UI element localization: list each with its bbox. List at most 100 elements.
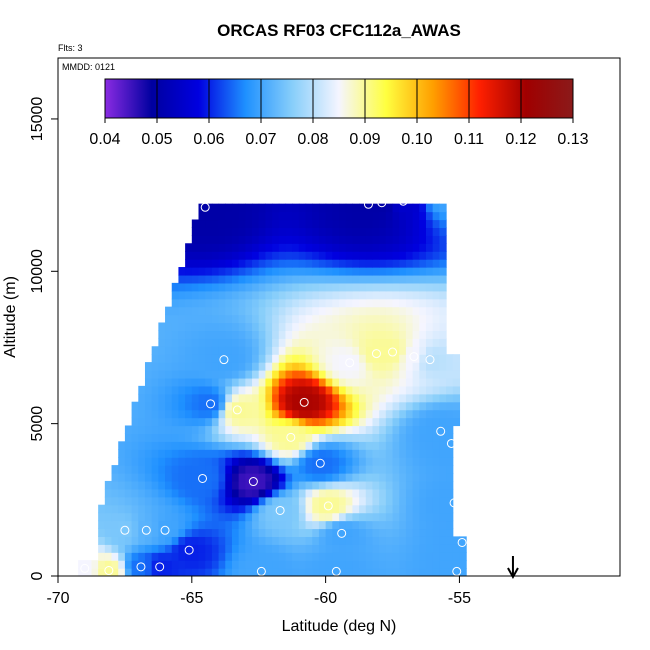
heatmap-cell xyxy=(412,504,420,514)
heatmap-cell xyxy=(278,536,287,545)
heatmap-cell xyxy=(446,425,454,434)
heatmap-cell xyxy=(419,409,427,419)
heatmap-cell xyxy=(218,219,226,229)
heatmap-cell xyxy=(144,385,153,395)
heatmap-cell xyxy=(379,370,387,379)
heatmap-cell xyxy=(131,536,139,545)
heatmap-cell xyxy=(178,393,186,403)
heatmap-cell xyxy=(425,512,434,522)
heatmap-cell xyxy=(225,401,233,411)
heatmap-cell xyxy=(372,306,380,316)
heatmap-cell xyxy=(265,274,273,284)
heatmap-cell xyxy=(332,560,340,569)
heatmap-cell xyxy=(392,520,400,530)
heatmap-cell xyxy=(171,465,180,474)
heatmap-cell xyxy=(238,314,246,324)
heatmap-cell xyxy=(211,552,220,561)
heatmap-cell xyxy=(138,520,146,530)
heatmap-cell xyxy=(325,385,333,395)
heatmap-cell xyxy=(318,282,327,292)
heatmap-cell xyxy=(325,346,333,355)
heatmap-cell xyxy=(218,211,226,221)
heatmap-cell xyxy=(446,370,454,379)
heatmap-cell xyxy=(265,377,273,387)
heatmap-cell xyxy=(104,552,113,561)
heatmap-cell xyxy=(359,282,367,292)
heatmap-cell xyxy=(318,488,327,498)
heatmap-cell xyxy=(111,488,119,498)
heatmap-cell xyxy=(379,441,387,450)
heatmap-cell xyxy=(225,560,233,569)
heatmap-cell xyxy=(205,504,213,514)
sample-point xyxy=(200,202,210,212)
heatmap-cell xyxy=(312,520,320,530)
heatmap-cell xyxy=(365,290,374,300)
heatmap-cell xyxy=(405,520,414,530)
heatmap-cell xyxy=(292,385,300,395)
heatmap-cell xyxy=(292,520,300,530)
heatmap-cell xyxy=(339,512,347,522)
heatmap-cell xyxy=(452,377,461,387)
heatmap-cell xyxy=(365,322,374,332)
heatmap-cell xyxy=(359,203,367,213)
heatmap-cell xyxy=(185,504,193,514)
heatmap-cell xyxy=(238,203,246,213)
heatmap-cell xyxy=(446,457,454,466)
heatmap-cell xyxy=(218,393,226,403)
heatmap-cell xyxy=(272,354,280,363)
heatmap-cell xyxy=(305,425,313,434)
sample-point xyxy=(256,566,266,576)
heatmap-cell xyxy=(118,568,126,576)
heatmap-cell xyxy=(365,274,374,284)
heatmap-cell xyxy=(392,401,400,411)
heatmap-cell xyxy=(272,457,280,466)
heatmap-cell xyxy=(205,417,213,427)
heatmap-cell xyxy=(151,409,159,419)
heatmap-cell xyxy=(118,480,126,490)
heatmap-cell xyxy=(298,251,307,260)
heatmap-cell xyxy=(211,401,220,411)
heatmap-cell xyxy=(399,457,407,466)
heatmap-cell xyxy=(218,473,226,482)
heatmap-cell xyxy=(452,544,461,553)
heatmap-cell xyxy=(298,362,307,371)
heatmap-cell xyxy=(225,504,233,514)
heatmap-cell xyxy=(198,433,206,442)
heatmap-cell xyxy=(432,560,440,569)
heatmap-cell xyxy=(131,433,139,442)
heatmap-cell xyxy=(171,377,180,387)
heatmap-cell xyxy=(218,370,226,379)
heatmap-cell xyxy=(392,409,400,419)
heatmap-cell xyxy=(439,488,447,498)
heatmap-cell xyxy=(365,473,374,482)
heatmap-cell xyxy=(412,385,420,395)
heatmap-cell xyxy=(372,267,380,276)
heatmap-cell xyxy=(332,441,340,450)
heatmap-cell xyxy=(379,354,387,363)
heatmap-cell xyxy=(252,314,260,324)
heatmap-cell xyxy=(318,520,327,530)
heatmap-cell xyxy=(205,425,213,434)
heatmap-cell xyxy=(191,314,200,324)
heatmap-cell xyxy=(151,457,159,466)
heatmap-cell xyxy=(178,314,186,324)
heatmap-cell xyxy=(439,528,447,537)
heatmap-cell xyxy=(385,259,394,268)
heatmap-cell xyxy=(312,243,320,252)
heatmap-cell xyxy=(191,290,200,300)
heatmap-cell xyxy=(339,203,347,213)
heatmap-cell xyxy=(225,449,233,458)
heatmap-cell xyxy=(238,362,246,371)
heatmap-cell xyxy=(332,338,340,347)
heatmap-cell xyxy=(211,465,220,474)
heatmap-cell xyxy=(446,441,454,450)
heatmap-cell xyxy=(412,480,420,490)
heatmap-cell xyxy=(104,520,113,530)
heatmap-cell xyxy=(278,465,287,474)
heatmap-cell xyxy=(359,314,367,324)
heatmap-cell xyxy=(385,370,394,379)
heatmap-cell xyxy=(211,393,220,403)
heatmap-cell xyxy=(365,433,374,442)
heatmap-cell xyxy=(446,568,454,576)
heatmap-cell xyxy=(258,552,267,561)
